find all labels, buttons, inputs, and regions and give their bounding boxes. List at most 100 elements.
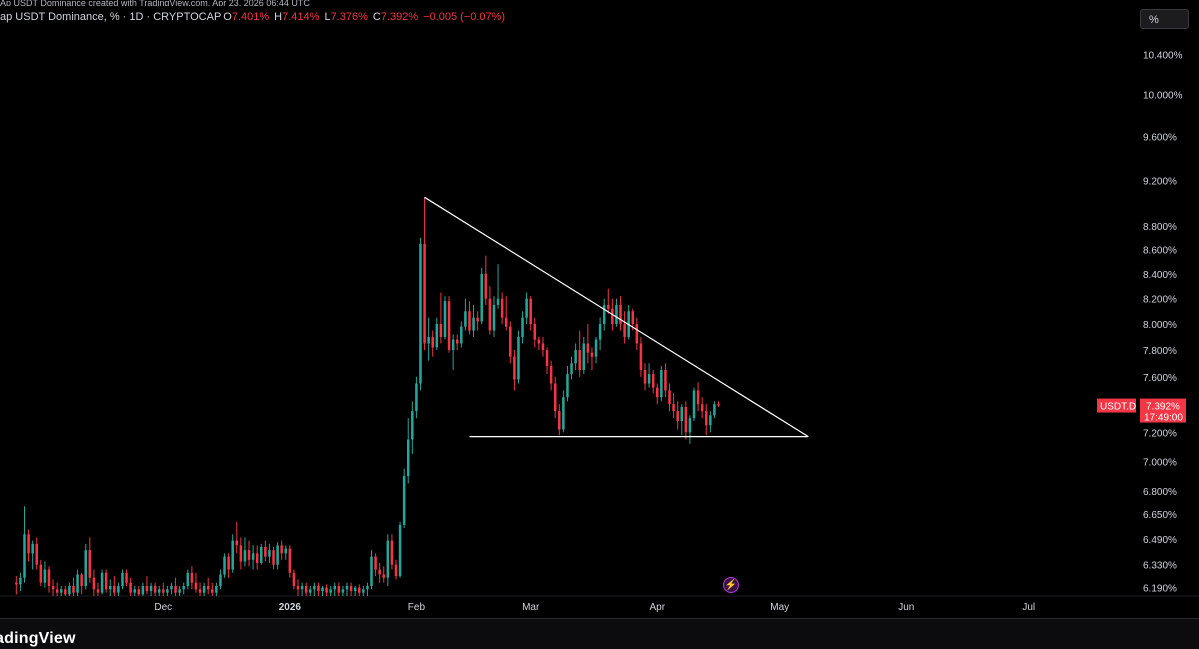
candle-body xyxy=(660,370,663,398)
candle-body xyxy=(509,326,512,357)
candle-body xyxy=(113,586,116,593)
candle-body xyxy=(615,304,618,325)
candle-body xyxy=(484,273,488,299)
candle-body xyxy=(84,550,87,587)
candle-body xyxy=(521,317,524,337)
candle-body xyxy=(243,550,247,562)
candle-body xyxy=(59,589,63,593)
price-tag-value: 7.392% xyxy=(1146,402,1180,413)
candle-body xyxy=(529,298,532,325)
candle-body xyxy=(341,589,345,593)
candle-body xyxy=(590,352,594,357)
symbol-tag xyxy=(1097,398,1136,413)
close-label: C xyxy=(372,11,381,23)
candle-body xyxy=(586,343,590,353)
candle-body xyxy=(631,311,635,325)
candle-body xyxy=(43,569,47,583)
price-tag xyxy=(1140,398,1186,423)
y-tick-label: 7.200% xyxy=(1143,428,1177,439)
candle-body xyxy=(607,304,610,309)
change-value: −0.005 (−0.07%) xyxy=(423,11,506,23)
candle-body xyxy=(104,572,108,590)
candle-body xyxy=(333,586,337,590)
candle-body xyxy=(162,589,165,593)
candle-body xyxy=(431,336,434,348)
candle-body xyxy=(349,586,353,591)
candle-body xyxy=(394,564,398,577)
candle-body xyxy=(219,574,222,587)
candle-body xyxy=(345,586,349,590)
resistance-trendline xyxy=(424,196,809,438)
candle-body xyxy=(378,569,381,575)
candle-body xyxy=(198,589,202,593)
y-tick-label: 8.000% xyxy=(1143,320,1177,331)
candle-body xyxy=(398,524,402,577)
x-tick-label: May xyxy=(770,602,789,613)
open-value: 7.401% xyxy=(231,11,270,23)
candle-body xyxy=(39,564,43,583)
x-tick-label: Jul xyxy=(1022,602,1035,613)
candle-body xyxy=(566,374,569,398)
x-tick-label: Jun xyxy=(898,602,914,613)
candle-body xyxy=(296,586,300,590)
candle-body xyxy=(492,304,496,331)
candle-body xyxy=(247,550,251,560)
candle-body xyxy=(460,326,463,344)
candle-body xyxy=(545,350,549,367)
candle-body xyxy=(206,586,210,590)
candle-body xyxy=(533,324,537,340)
candle-body xyxy=(574,350,577,364)
candle-body xyxy=(174,586,177,593)
y-tick-label: 10.000% xyxy=(1143,91,1183,102)
candle-body xyxy=(272,550,275,565)
candle-body xyxy=(704,411,708,426)
y-tick-label: 7.000% xyxy=(1143,457,1177,468)
candle-body xyxy=(439,324,443,337)
candle-body xyxy=(480,273,483,322)
candle-body xyxy=(145,586,149,591)
candle-body xyxy=(619,304,622,325)
candle-body xyxy=(35,543,39,565)
candle-body xyxy=(215,586,218,593)
candle-body xyxy=(570,363,573,375)
candle-body xyxy=(476,317,479,322)
candle-body xyxy=(190,572,194,583)
candle-body xyxy=(443,301,447,337)
percent-scale-button[interactable]: % xyxy=(1140,9,1189,29)
candle-body xyxy=(288,548,292,573)
y-tick-label: 6.650% xyxy=(1143,510,1177,521)
candle-body xyxy=(549,366,553,384)
candle-body xyxy=(268,550,271,557)
candle-body xyxy=(582,343,586,371)
candle-body xyxy=(251,553,255,560)
candle-body xyxy=(231,540,234,570)
low-label: L xyxy=(324,11,331,23)
candle-body xyxy=(435,324,439,348)
candle-body xyxy=(419,243,422,384)
candle-body xyxy=(423,243,426,344)
y-tick-label: 8.200% xyxy=(1143,295,1177,306)
candle-body xyxy=(598,324,602,340)
lightning-icon[interactable]: ⚡ xyxy=(723,577,739,593)
candle-body xyxy=(415,383,418,412)
candle-body xyxy=(362,589,365,593)
candle-body xyxy=(325,587,328,593)
candle-body xyxy=(133,589,136,593)
y-tick-label: 8.600% xyxy=(1143,246,1177,257)
candle-body xyxy=(149,586,153,591)
candle-body xyxy=(186,572,190,587)
candle-body xyxy=(594,339,598,357)
candle-body xyxy=(664,370,667,391)
candle-body xyxy=(141,586,145,595)
candle-body xyxy=(537,339,541,344)
candle-body xyxy=(370,556,373,587)
x-tick-label: Mar xyxy=(522,602,540,613)
candle-body xyxy=(51,586,55,590)
candle-body xyxy=(304,586,308,593)
y-tick-label: 8.800% xyxy=(1143,222,1177,233)
candle-body xyxy=(317,586,320,591)
y-tick-label: 10.400% xyxy=(1143,50,1183,61)
candle-body xyxy=(558,411,561,430)
candle-body xyxy=(170,586,173,590)
